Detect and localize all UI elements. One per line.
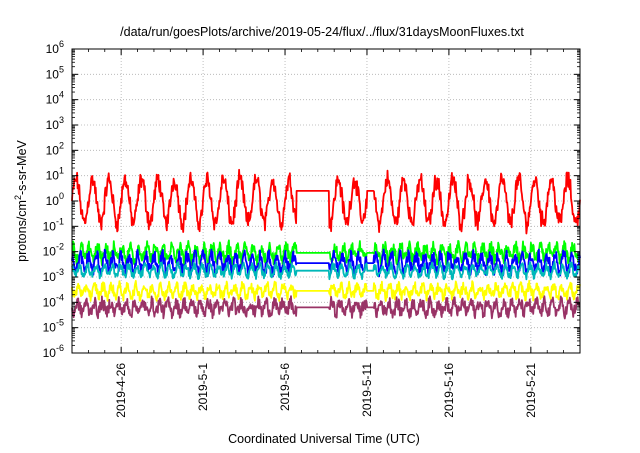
y-tick-exponent: 1 [59,166,64,176]
x-tick-label: 2019-5-6 [278,363,292,411]
y-tick-exponent: 0 [59,191,64,201]
y-tick-exponent: 4 [59,90,64,100]
y-tick-base: 10 [46,169,60,183]
y-tick-base: 10 [43,245,57,259]
y-tick-base: 10 [43,219,57,233]
y-tick-base: 10 [46,42,60,56]
y-tick-base: 10 [43,346,57,360]
x-tick-label: 2019-5-1 [196,363,210,411]
y-tick-label: 102 [46,140,64,157]
y-tick-label: 10-3 [43,267,64,284]
y-axis-label-base: protons/cm [15,200,29,262]
y-tick-label: 10-2 [43,242,64,259]
axis-ticks [72,48,580,354]
x-tick-labels: 2019-4-26 2019-5-1 2019-5-6 2019-5-11 2019-5… [114,363,538,418]
y-tick-base: 10 [43,321,57,335]
y-axis-label-sup: 2 [13,195,23,200]
y-tick-exponent: -5 [56,318,64,328]
y-tick-exponent: 2 [59,140,64,150]
y-tick-label: 100 [46,191,64,208]
y-tick-exponent: 6 [59,39,64,49]
y-tick-labels: 10-610-510-410-310-210-11001011021031041… [43,39,64,360]
y-axis-label-rest: -s-sr-MeV [15,139,29,195]
y-tick-label: 103 [46,115,64,132]
y-tick-label: 105 [46,64,64,81]
series-line [71,248,581,278]
y-tick-base: 10 [46,143,60,157]
y-tick-exponent: 3 [59,115,64,125]
y-tick-label: 10-6 [43,343,64,360]
y-tick-base: 10 [46,67,60,81]
y-tick-exponent: -1 [56,216,64,226]
series-line [71,168,581,235]
series-line [71,279,581,302]
y-tick-exponent: -3 [56,267,64,277]
x-tick-label: 2019-5-21 [524,363,538,418]
series-lines [71,168,581,320]
y-tick-exponent: 5 [59,64,64,74]
y-tick-label: 10-5 [43,318,64,335]
series-line [71,260,581,281]
y-tick-label: 104 [46,90,64,107]
y-axis-label: protons/cm2-s-sr-MeV [13,139,29,261]
x-tick-label: 2019-5-16 [442,363,456,418]
chart-title: /data/run/goesPlots/archive/2019-05-24/f… [120,25,524,39]
y-tick-base: 10 [46,194,60,208]
y-tick-label: 101 [46,166,64,183]
x-axis-label: Coordinated Universal Time (UTC) [228,432,420,446]
series-line [71,239,581,267]
y-tick-base: 10 [46,118,60,132]
series-line [71,295,581,320]
y-tick-base: 10 [46,93,60,107]
x-tick-label: 2019-4-26 [114,363,128,418]
y-tick-base: 10 [43,270,57,284]
x-tick-label: 2019-5-11 [360,363,374,417]
y-tick-label: 10-1 [43,216,64,233]
y-tick-exponent: -6 [56,343,64,353]
y-tick-exponent: -4 [56,292,64,302]
y-tick-exponent: -2 [56,242,64,252]
y-tick-label: 10-4 [43,292,64,309]
y-tick-base: 10 [43,295,57,309]
y-tick-label: 106 [46,39,64,56]
